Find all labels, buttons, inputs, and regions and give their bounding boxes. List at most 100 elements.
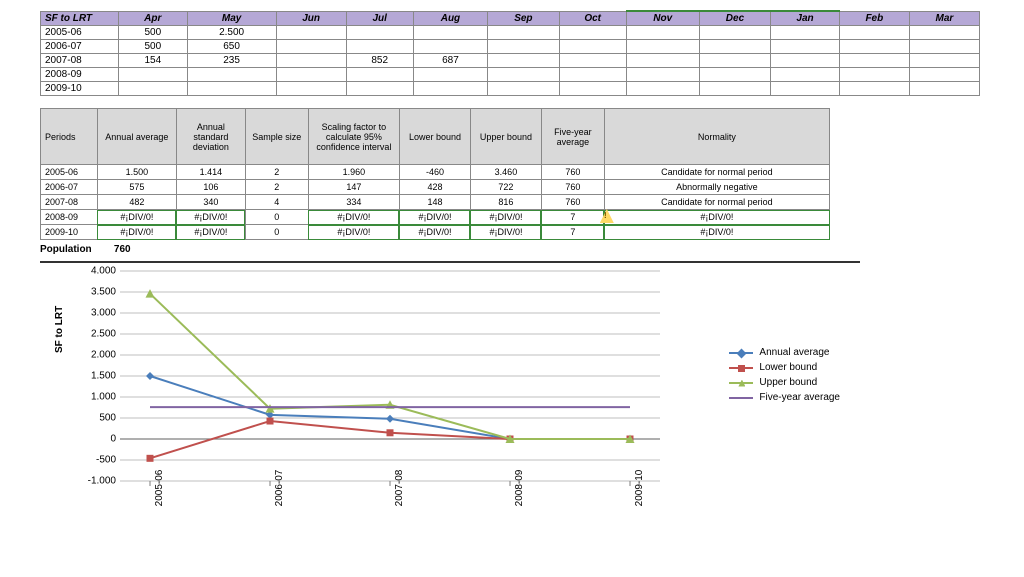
- data-cell[interactable]: 760: [541, 165, 604, 180]
- data-cell[interactable]: 2: [245, 180, 308, 195]
- data-cell[interactable]: [346, 26, 413, 40]
- data-cell[interactable]: 650: [187, 40, 276, 54]
- data-cell[interactable]: [413, 82, 487, 96]
- data-cell[interactable]: 482: [97, 195, 176, 210]
- data-cell[interactable]: 2006-07: [41, 180, 98, 195]
- data-cell[interactable]: 500: [119, 26, 188, 40]
- data-cell[interactable]: 2005-06: [41, 165, 98, 180]
- data-cell[interactable]: [699, 26, 771, 40]
- data-cell[interactable]: [559, 26, 626, 40]
- data-cell[interactable]: [488, 54, 559, 68]
- data-cell[interactable]: Candidate for normal period: [604, 195, 829, 210]
- data-cell[interactable]: #¡DIV/0!: [308, 225, 399, 240]
- data-cell[interactable]: #¡DIV/0!: [308, 210, 399, 225]
- data-cell[interactable]: 852: [346, 54, 413, 68]
- data-cell[interactable]: [771, 82, 840, 96]
- data-cell[interactable]: #¡DIV/0!: [399, 225, 470, 240]
- data-cell[interactable]: [276, 68, 346, 82]
- data-cell[interactable]: [119, 68, 188, 82]
- data-cell[interactable]: [119, 82, 188, 96]
- data-cell[interactable]: 1.414: [176, 165, 245, 180]
- data-cell[interactable]: 2: [245, 165, 308, 180]
- data-cell[interactable]: #¡DIV/0!: [97, 210, 176, 225]
- data-cell[interactable]: 1.500: [97, 165, 176, 180]
- data-cell[interactable]: [699, 40, 771, 54]
- data-cell[interactable]: 2008-09: [41, 68, 119, 82]
- data-cell[interactable]: [488, 40, 559, 54]
- data-cell[interactable]: [771, 40, 840, 54]
- data-cell[interactable]: 147: [308, 180, 399, 195]
- data-cell[interactable]: 2005-06: [41, 26, 119, 40]
- data-cell[interactable]: 2009-10: [41, 82, 119, 96]
- data-cell[interactable]: [559, 54, 626, 68]
- data-cell[interactable]: 4: [245, 195, 308, 210]
- data-cell[interactable]: [699, 54, 771, 68]
- data-cell[interactable]: 760: [541, 195, 604, 210]
- data-cell[interactable]: [346, 82, 413, 96]
- data-cell[interactable]: 2009-10: [41, 225, 98, 240]
- data-cell[interactable]: 148: [399, 195, 470, 210]
- data-cell[interactable]: #¡DIV/0!: [176, 225, 245, 240]
- data-cell[interactable]: 0: [245, 225, 308, 240]
- data-cell[interactable]: [839, 40, 909, 54]
- data-cell[interactable]: 2.500: [187, 26, 276, 40]
- data-cell[interactable]: [346, 40, 413, 54]
- data-cell[interactable]: #¡DIV/0!: [399, 210, 470, 225]
- data-cell[interactable]: [413, 68, 487, 82]
- data-cell[interactable]: 722: [470, 180, 541, 195]
- data-cell[interactable]: [276, 82, 346, 96]
- data-cell[interactable]: [559, 40, 626, 54]
- data-cell[interactable]: 334: [308, 195, 399, 210]
- data-cell[interactable]: [488, 68, 559, 82]
- data-cell[interactable]: 2008-09: [41, 210, 98, 225]
- data-cell[interactable]: [187, 82, 276, 96]
- data-cell[interactable]: [276, 54, 346, 68]
- data-cell[interactable]: [488, 26, 559, 40]
- data-cell[interactable]: [346, 68, 413, 82]
- data-cell[interactable]: [413, 40, 487, 54]
- data-cell[interactable]: [909, 54, 979, 68]
- data-cell[interactable]: 235: [187, 54, 276, 68]
- data-cell[interactable]: 154: [119, 54, 188, 68]
- data-cell[interactable]: 2007-08: [41, 195, 98, 210]
- data-cell[interactable]: [699, 82, 771, 96]
- data-cell[interactable]: [839, 82, 909, 96]
- data-cell[interactable]: [488, 82, 559, 96]
- data-cell[interactable]: [909, 26, 979, 40]
- data-cell[interactable]: #¡DIV/0!: [97, 225, 176, 240]
- data-cell[interactable]: [559, 68, 626, 82]
- data-cell[interactable]: [839, 54, 909, 68]
- data-cell[interactable]: [626, 40, 699, 54]
- data-cell[interactable]: 340: [176, 195, 245, 210]
- data-cell[interactable]: [626, 26, 699, 40]
- data-cell[interactable]: [909, 68, 979, 82]
- data-cell[interactable]: [839, 26, 909, 40]
- data-cell[interactable]: [839, 68, 909, 82]
- data-cell[interactable]: 2007-08: [41, 54, 119, 68]
- data-cell[interactable]: #¡DIV/0!: [470, 210, 541, 225]
- data-cell[interactable]: [187, 68, 276, 82]
- data-cell[interactable]: [559, 82, 626, 96]
- data-cell[interactable]: 7: [541, 225, 604, 240]
- data-cell[interactable]: [909, 82, 979, 96]
- data-cell[interactable]: 2006-07: [41, 40, 119, 54]
- data-cell[interactable]: [771, 26, 840, 40]
- data-cell[interactable]: 106: [176, 180, 245, 195]
- data-cell[interactable]: [626, 82, 699, 96]
- data-cell[interactable]: 500: [119, 40, 188, 54]
- data-cell[interactable]: Abnormally negative: [604, 180, 829, 195]
- data-cell[interactable]: [626, 68, 699, 82]
- data-cell[interactable]: [771, 54, 840, 68]
- data-cell[interactable]: [909, 40, 979, 54]
- data-cell[interactable]: #¡DIV/0!: [604, 225, 829, 240]
- data-cell[interactable]: -460: [399, 165, 470, 180]
- data-cell[interactable]: 760: [541, 180, 604, 195]
- data-cell[interactable]: [413, 26, 487, 40]
- data-cell[interactable]: #¡DIV/0!: [470, 225, 541, 240]
- data-cell[interactable]: Candidate for normal period: [604, 165, 829, 180]
- data-cell[interactable]: [276, 40, 346, 54]
- data-cell[interactable]: 575: [97, 180, 176, 195]
- data-cell[interactable]: 428: [399, 180, 470, 195]
- data-cell[interactable]: 3.460: [470, 165, 541, 180]
- data-cell[interactable]: #¡DIV/0!: [176, 210, 245, 225]
